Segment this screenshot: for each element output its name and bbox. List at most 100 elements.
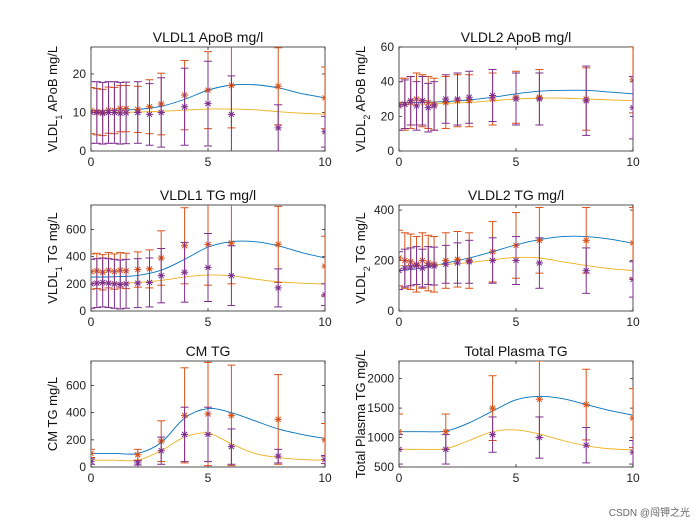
data-point-star bbox=[401, 264, 409, 272]
subplot-3: 0 5 10 0 200 400 600 VLDL1 TG mg/l VLDL1 TG mg/L bbox=[45, 187, 332, 329]
data-point-star bbox=[99, 278, 107, 287]
y-tick-label: 20 bbox=[381, 109, 395, 123]
data-point-star bbox=[145, 278, 154, 287]
y-tick-label: 1000 bbox=[367, 431, 394, 445]
data-point-star bbox=[157, 108, 165, 117]
x-tick-label: 5 bbox=[205, 315, 212, 329]
y-axis-label: VLDL1 APoB mg/L bbox=[45, 46, 64, 152]
data-point-star bbox=[489, 91, 497, 100]
data-point-star bbox=[104, 108, 113, 117]
data-point-star bbox=[227, 272, 235, 280]
x-tick-label: 0 bbox=[88, 471, 95, 485]
data-point-star bbox=[227, 239, 235, 247]
y-tick-label: 10 bbox=[73, 105, 87, 119]
data-point-star bbox=[227, 110, 235, 119]
data-point-star bbox=[489, 404, 497, 412]
data-point-star bbox=[512, 95, 520, 103]
plot-area bbox=[399, 361, 633, 465]
data-point-star bbox=[204, 100, 212, 108]
data-point-star bbox=[145, 110, 154, 119]
y-tick-label: 40 bbox=[381, 75, 395, 89]
data-point-star bbox=[535, 259, 543, 267]
data-point-star bbox=[274, 415, 282, 424]
data-point-star bbox=[512, 256, 520, 265]
x-tick-label: 10 bbox=[626, 155, 640, 169]
data-point-star bbox=[181, 268, 189, 276]
y-tick-label: 20 bbox=[73, 67, 87, 81]
data-point-star bbox=[274, 284, 282, 292]
data-point-star bbox=[181, 103, 189, 111]
data-point-star bbox=[535, 433, 543, 442]
data-point-star bbox=[412, 261, 421, 270]
data-point-star bbox=[91, 449, 95, 458]
y-tick-label: 500 bbox=[374, 460, 394, 474]
data-point-star bbox=[93, 279, 101, 287]
data-point-star bbox=[424, 104, 432, 112]
y-tick-label: 0 bbox=[79, 460, 86, 474]
x-tick-label: 5 bbox=[513, 315, 520, 329]
subplot-title: VLDL2 TG mg/l bbox=[468, 187, 564, 203]
x-tick-label: 0 bbox=[88, 155, 95, 169]
x-tick-label: 0 bbox=[88, 315, 95, 329]
data-point-star bbox=[582, 400, 590, 409]
data-point-star bbox=[204, 263, 212, 272]
y-axis-label: CM TG mg/L bbox=[45, 377, 60, 451]
data-point-star bbox=[110, 280, 118, 288]
data-point-star bbox=[629, 104, 633, 112]
data-point-star bbox=[407, 263, 415, 271]
data-point-star bbox=[274, 82, 282, 90]
data-point-star bbox=[535, 395, 543, 403]
data-point-star bbox=[134, 108, 142, 117]
data-point-star bbox=[629, 239, 633, 247]
y-tick-label: 400 bbox=[66, 406, 86, 420]
data-point-star bbox=[442, 260, 450, 268]
data-point-star bbox=[274, 124, 282, 132]
fit-curve-1 bbox=[399, 395, 633, 433]
data-point-star bbox=[412, 102, 421, 110]
x-tick-label: 10 bbox=[318, 471, 332, 485]
data-point-star bbox=[418, 264, 426, 272]
data-point-star bbox=[582, 441, 590, 449]
data-point-star bbox=[442, 428, 450, 436]
x-tick-label: 10 bbox=[318, 155, 332, 169]
data-point-star bbox=[489, 256, 497, 265]
data-point-star bbox=[91, 280, 95, 288]
data-point-star bbox=[134, 279, 142, 287]
data-point-star bbox=[535, 95, 543, 103]
data-point-star bbox=[227, 411, 235, 419]
data-point-star bbox=[629, 448, 633, 456]
data-point-star bbox=[157, 272, 165, 280]
plot-area bbox=[91, 361, 325, 467]
data-point-star bbox=[453, 259, 462, 267]
y-tick-label: 60 bbox=[381, 40, 395, 54]
data-point-star bbox=[274, 240, 282, 249]
axes-box bbox=[398, 360, 634, 468]
data-point-star bbox=[110, 108, 118, 117]
y-axis-label: VLDL1 TG mg/L bbox=[45, 212, 64, 304]
y-tick-label: 200 bbox=[66, 433, 86, 447]
subplot-title: Total Plasma TG bbox=[464, 343, 567, 359]
y-tick-label: 0 bbox=[387, 304, 394, 318]
x-tick-label: 5 bbox=[513, 471, 520, 485]
data-point-star bbox=[91, 457, 95, 466]
data-point-star bbox=[453, 95, 462, 103]
y-axis-label: VLDL2 TG mg/L bbox=[353, 212, 372, 304]
data-point-star bbox=[430, 262, 438, 270]
plot-area bbox=[399, 47, 633, 140]
data-point-star bbox=[116, 280, 124, 289]
subplot-5: 0 5 10 0 200 400 600 CM TG CM TG mg/L bbox=[45, 343, 332, 485]
y-tick-label: 0 bbox=[387, 144, 394, 158]
data-point-star bbox=[629, 414, 633, 422]
data-point-star bbox=[442, 445, 450, 453]
data-point-star bbox=[134, 451, 142, 459]
y-axis-label: VLDL2 APoB mg/L bbox=[353, 46, 372, 152]
data-point-star bbox=[134, 459, 142, 467]
data-point-star bbox=[122, 280, 130, 288]
y-tick-label: 0 bbox=[79, 144, 86, 158]
data-point-star bbox=[407, 97, 415, 105]
plot-area bbox=[91, 205, 325, 310]
data-point-star bbox=[204, 430, 212, 438]
data-point-star bbox=[401, 100, 409, 108]
subplot-title: VLDL1 ApoB mg/l bbox=[153, 29, 264, 45]
fit-curve-2 bbox=[399, 429, 633, 451]
